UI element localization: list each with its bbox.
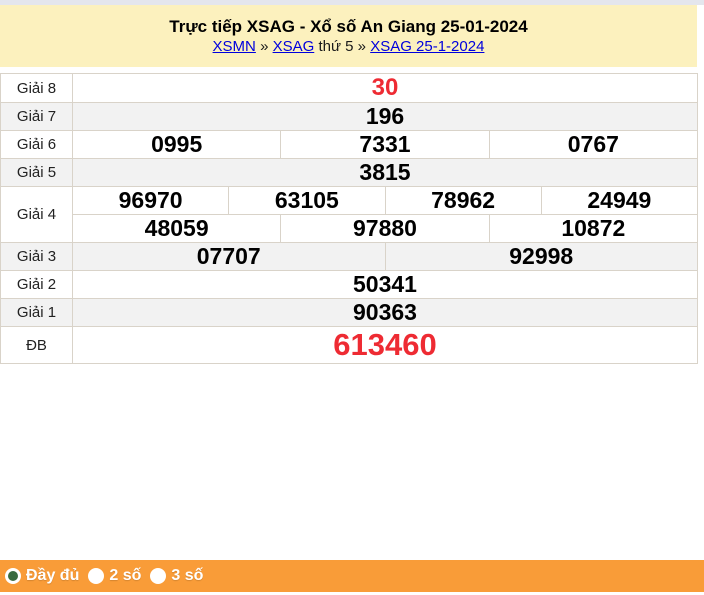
prize-label: Giải 4 [1,187,73,242]
prize-values: 30 [73,74,697,102]
display-mode-option[interactable]: 3 số [150,567,203,585]
prize-row: Giải 1 90363 [1,299,697,327]
prize-label: Giải 6 [1,131,73,158]
prize-value-line: 3815 [73,159,697,186]
breadcrumb-link[interactable]: XSAG [272,38,315,55]
prize-label: Giải 5 [1,159,73,186]
prize-row: Giải 3 07707 92998 [1,243,697,271]
prize-values: 196 [73,103,697,130]
prize-values: 07707 92998 [73,243,697,270]
prize-values: 50341 [73,271,697,298]
prize-value-line: 48059 97880 10872 [73,214,697,242]
breadcrumb: XSMN » XSAG thứ 5 » XSAG 25-1-2024 [0,37,697,57]
prize-values: 90363 [73,299,697,326]
prize-row: Giải 7 196 [1,103,697,131]
radio-dot [8,571,18,581]
prize-label: Giải 1 [1,299,73,326]
prize-row: Giải 5 3815 [1,159,697,187]
prize-value-line: 07707 92998 [73,243,697,270]
prize-value-line: 96970 63105 78962 24949 [73,187,697,214]
prize-number: 3815 [359,159,411,185]
prize-label: Giải 7 [1,103,73,130]
prize-value-line: 613460 [73,327,697,363]
page-header: Trực tiếp XSAG - Xổ số An Giang 25-01-20… [0,5,697,67]
prize-value-line: 0995 7331 0767 [73,131,697,158]
prize-row: Giải 2 50341 [1,271,697,299]
display-mode-label: Đầy đủ [26,567,80,584]
prize-number: 48059 [144,215,209,241]
prize-number: 24949 [540,187,697,214]
prize-number: 10872 [488,215,697,242]
prize-number: 78962 [384,187,541,214]
prize-row: Giải 6 0995 7331 0767 [1,131,697,159]
top-strip [0,0,704,5]
prize-row: ĐB 613460 [1,327,697,363]
breadcrumb-separator: » [357,38,367,55]
prize-number: 63105 [228,187,384,214]
prize-number: 92998 [384,243,698,270]
prize-number: 196 [365,103,405,129]
prize-values: 96970 63105 78962 24949 48059 97880 10872 [73,187,697,242]
display-mode-label: 2 số [109,567,142,584]
prize-number: 30 [371,74,399,101]
prize-number: 97880 [280,215,488,242]
breadcrumb-separator: thứ 5 [318,38,354,55]
radio-icon[interactable] [150,568,167,584]
prize-label: Giải 3 [1,243,73,270]
prize-number: 7331 [280,131,488,158]
prize-number: 0995 [151,131,203,157]
prize-number: 07707 [196,243,261,269]
prize-row: Giải 4 96970 63105 78962 24949 48059 97880 1087… [1,187,697,243]
breadcrumb-link[interactable]: XSAG 25-1-2024 [370,38,485,55]
prize-value-line: 50341 [73,271,697,298]
radio-dot [153,571,163,581]
radio-dot [91,571,101,581]
prize-values: 0995 7331 0767 [73,131,697,158]
prize-number: 613460 [333,327,437,362]
display-mode-label: 3 số [171,567,204,584]
page-title: Trực tiếp XSAG - Xổ số An Giang 25-01-20… [169,17,528,36]
breadcrumb-separator: » [260,38,269,55]
prize-label: ĐB [1,327,73,363]
prize-row: Giải 8 30 [1,74,697,103]
breadcrumb-link[interactable]: XSMN [212,38,256,55]
display-mode-option[interactable]: Đầy đủ [5,567,79,585]
prize-values: 613460 [73,327,697,363]
prize-number: 50341 [353,271,417,297]
display-mode-option[interactable]: 2 số [88,567,141,585]
prize-value-line: 196 [73,103,697,130]
prize-number: 96970 [118,187,183,213]
prize-number: 90363 [353,299,417,325]
prize-number: 0767 [488,131,697,158]
radio-icon[interactable] [88,568,105,584]
display-mode-bar: Đầy đủ 2 số 3 số [0,560,704,592]
prize-label: Giải 2 [1,271,73,298]
results-table: Giải 8 30 Giải 7 196 Giải 6 0995 7331 0767 Giải … [0,73,698,364]
prize-label: Giải 8 [1,74,73,102]
radio-icon[interactable] [5,568,21,584]
prize-value-line: 90363 [73,299,697,326]
prize-values: 3815 [73,159,697,186]
prize-value-line: 30 [73,74,697,102]
